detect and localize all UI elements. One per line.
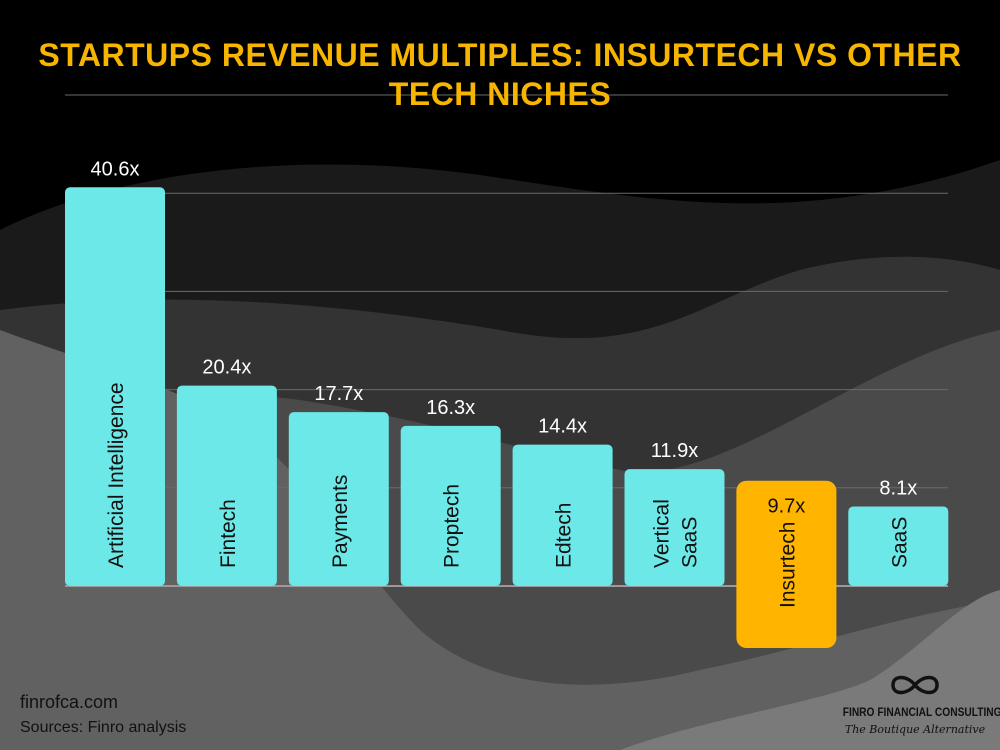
logo-name: FINRO FINANCIAL CONSULTING bbox=[842, 705, 1000, 719]
data-label: 17.7x bbox=[314, 383, 363, 405]
sources-note: Sources: Finro analysis bbox=[20, 719, 187, 736]
data-label: 40.6x bbox=[91, 158, 140, 180]
website-link[interactable]: finrofca.com bbox=[20, 692, 119, 712]
data-label: 9.7x bbox=[767, 496, 805, 518]
category-label: Vertical bbox=[651, 499, 674, 568]
category-label: SaaS bbox=[679, 517, 702, 568]
data-label: 11.9x bbox=[651, 440, 698, 462]
infinity-icon bbox=[891, 675, 939, 695]
category-label: SaaS bbox=[888, 517, 911, 568]
bar-insurtech bbox=[736, 480, 837, 648]
logo: FINRO FINANCIAL CONSULTING The Boutique … bbox=[830, 672, 1000, 736]
logo-tagline: The Boutique Alternative bbox=[844, 723, 986, 736]
bar-payments bbox=[288, 412, 389, 586]
bar-fintech bbox=[176, 385, 277, 586]
bar-saas bbox=[848, 506, 949, 586]
bar-proptech bbox=[400, 425, 501, 586]
data-label: 16.3x bbox=[426, 397, 475, 419]
bar-edtech bbox=[512, 444, 613, 586]
bar-artificial-intelligence bbox=[65, 187, 165, 587]
data-label: 20.4x bbox=[202, 357, 251, 379]
data-label: 8.1x bbox=[879, 477, 917, 499]
category-label: Proptech bbox=[441, 484, 464, 568]
category-label: Insurtech bbox=[776, 522, 799, 608]
data-label: 14.4x bbox=[538, 416, 587, 438]
category-label: Artificial Intelligence bbox=[105, 382, 128, 568]
bar-vertical-saas bbox=[624, 469, 725, 586]
category-label: Fintech bbox=[217, 499, 240, 568]
chart-title: STARTUPS REVENUE MULTIPLES: INSURTECH VS… bbox=[38, 37, 962, 112]
category-label: Payments bbox=[329, 475, 352, 568]
category-label: Edtech bbox=[553, 503, 576, 568]
